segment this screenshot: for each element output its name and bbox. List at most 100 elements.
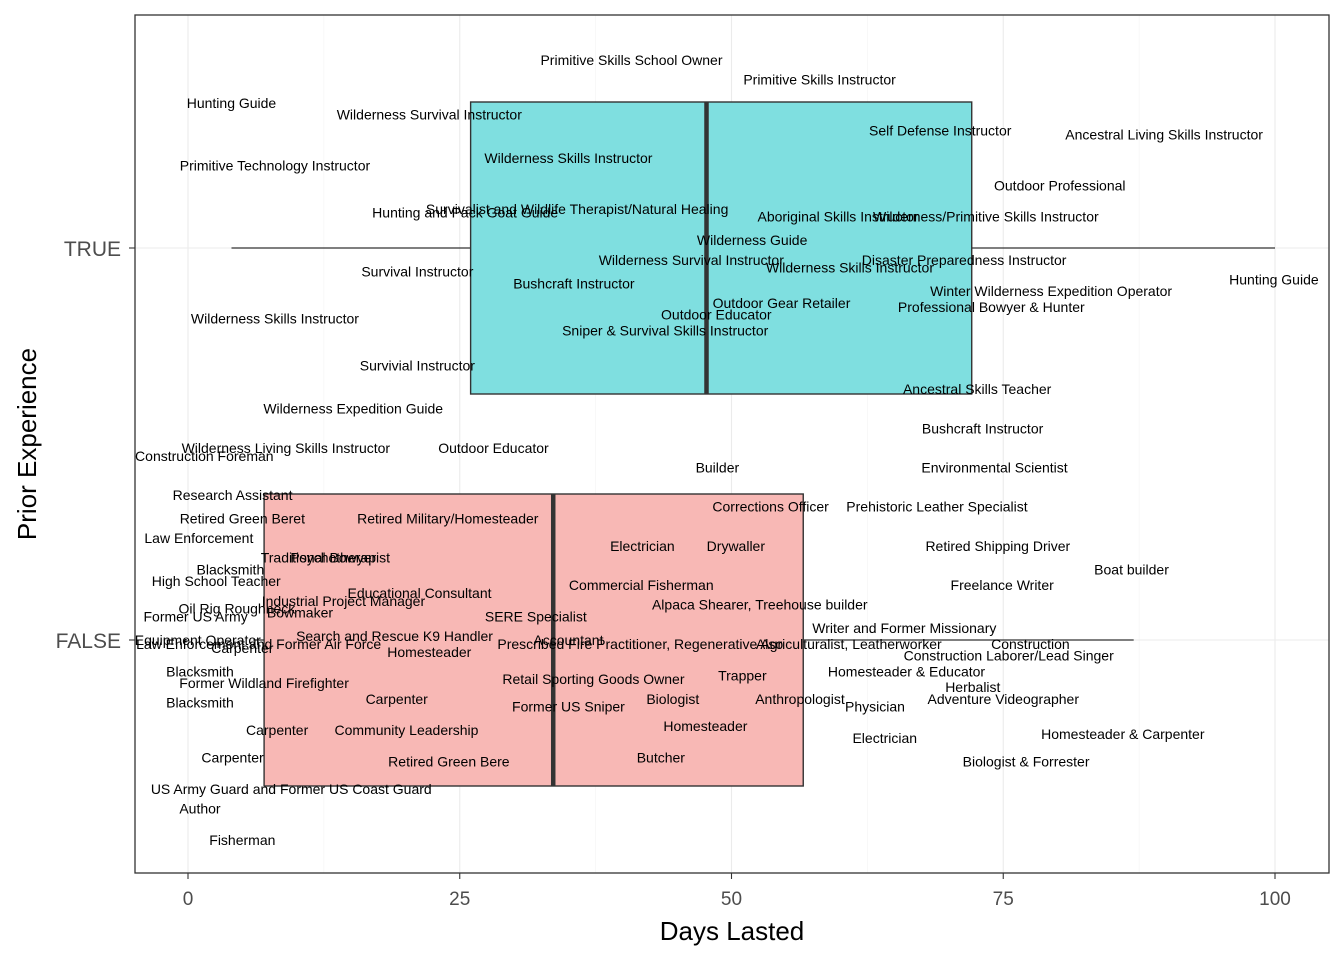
occupation-label: Research Assistant — [173, 487, 293, 503]
occupation-label: Trapper — [718, 667, 767, 683]
occupation-label: Retail Sporting Goods Owner — [502, 671, 684, 687]
occupation-label: Oil Rig Roughneck — [179, 601, 297, 617]
occupation-label: Accountant — [533, 632, 603, 648]
y-axis-ticks: FALSE TRUE — [56, 238, 135, 653]
occupation-label: Carpenter — [366, 691, 429, 707]
occupation-label: Bushcraft Instructor — [513, 275, 635, 291]
occupation-label: Boat builder — [1094, 561, 1169, 577]
occupation-label: Wilderness Expedition Guide — [263, 401, 443, 417]
occupation-label: Winter Wilderness Expedition Operator — [930, 283, 1172, 299]
occupation-label: Retired Green Beret — [180, 510, 305, 526]
occupation-label: Adventure Videographer — [927, 691, 1079, 707]
occupation-label: Search and Rescue K9 Handler — [296, 628, 493, 644]
occupation-label: Outdoor Gear Retailer — [713, 295, 851, 311]
occupation-label: Drywaller — [707, 538, 766, 554]
occupation-label: Survivial Instructor — [360, 358, 475, 374]
occupation-label: Builder — [696, 460, 740, 476]
occupation-label: Carpenter — [246, 722, 309, 738]
occupation-label: Wilderness Skills Instructor — [766, 260, 934, 276]
x-axis-ticks: 0 25 50 75 100 — [183, 873, 1291, 910]
occupation-label: Wilderness/Primitive Skills Instructor — [873, 209, 1099, 225]
x-tick-label: 75 — [993, 889, 1014, 910]
occupation-label: Sniper & Survival Skills Instructor — [562, 322, 769, 338]
y-axis-title: Prior Experience — [12, 348, 42, 540]
occupation-label: Outdoor Educator — [438, 440, 549, 456]
occupation-label: Primitive Skills School Owner — [540, 52, 722, 68]
occupation-label: Wilderness Skills Instructor — [191, 311, 359, 327]
occupation-label: Disaster Preparedness Instructor — [862, 252, 1067, 268]
occupation-label: Former US Sniper — [512, 699, 625, 715]
occupation-label: Physician — [845, 699, 905, 715]
occupation-label: Homesteader — [663, 718, 747, 734]
occupation-label: Self Defense Instructor — [869, 122, 1012, 138]
occupation-label: Also — [756, 636, 783, 652]
y-tick-label: TRUE — [64, 238, 121, 261]
occupation-label: Herbalist — [945, 679, 1000, 695]
occupation-label: Prehistoric Leather Specialist — [846, 499, 1027, 515]
occupation-label: Writer and Former Missionary — [812, 620, 996, 636]
occupation-label: Electrician — [852, 730, 917, 746]
occupation-label: Carpenter — [201, 750, 264, 766]
occupation-label: Blacksmith — [166, 663, 234, 679]
occupation-label: Blacksmith — [166, 695, 234, 711]
occupation-label: Hunting Guide — [187, 95, 277, 111]
occupation-label: Equipment Operator — [135, 632, 261, 648]
occupation-label: Ancestral Living Skills Instructor — [1065, 126, 1263, 142]
occupation-label: Commercial Fisherman — [569, 577, 714, 593]
x-tick-label: 100 — [1259, 889, 1291, 910]
occupation-label: High School Teacher — [152, 573, 281, 589]
x-axis-title: Days Lasted — [660, 916, 805, 946]
occupation-label: Construction — [991, 636, 1070, 652]
x-tick-label: 50 — [721, 889, 742, 910]
occupation-label: Construction Laborer/Lead Singer — [904, 648, 1114, 664]
occupation-label: Biologist — [646, 691, 699, 707]
occupation-label: Alpaca Shearer, Treehouse builder — [652, 597, 868, 613]
occupation-label: US Army Guard and Former US Coast Guard — [151, 781, 432, 797]
occupation-label: Former US Army — [143, 608, 247, 624]
occupation-label: SERE Specialist — [485, 608, 587, 624]
occupation-label: Aboriginal Skills Instructor — [757, 209, 918, 225]
occupation-label: Educational Consultant — [348, 585, 492, 601]
occupation-label: Anthropologist — [755, 691, 845, 707]
occupation-label: Traditional Bowyer — [261, 550, 377, 566]
box-iqr — [263, 493, 804, 787]
boxplot-false — [253, 493, 1134, 787]
occupation-label: Hunting and Pack Goat Guide — [372, 205, 558, 221]
occupation-label: Outdoor Professional — [994, 177, 1126, 193]
occupation-label: Blacksmith — [197, 561, 265, 577]
occupation-label: Author — [179, 801, 221, 817]
occupation-label: Fisherman — [209, 832, 275, 848]
occupation-label: Retired Green Bere — [388, 754, 510, 770]
occupation-label: Primitive Technology Instructor — [180, 158, 371, 174]
occupation-label: Wilderness Survival Instructor — [599, 252, 785, 268]
occupation-label: Outdoor Educator — [661, 307, 772, 323]
occupation-label: Hunting Guide — [1229, 271, 1319, 287]
occupation-label: Butcher — [637, 750, 686, 766]
occupation-label: Wilderness Skills Instructor — [484, 150, 652, 166]
box-iqr — [469, 101, 973, 395]
occupation-label: Electrician — [610, 538, 675, 554]
occupation-label: Wilderness Survival Instructor — [337, 107, 523, 123]
occupation-label: Community Leadership — [335, 722, 479, 738]
boxplot-true — [231, 101, 1275, 395]
occupation-label: Carpenter — [211, 640, 274, 656]
occupation-label: Primitive Skills Instructor — [743, 71, 896, 87]
occupation-label: Corrections Officer — [712, 499, 829, 515]
occupation-label: Ancestral Skills Teacher — [903, 381, 1052, 397]
x-tick-label: 25 — [449, 889, 470, 910]
occupation-label: Construction Foreman — [135, 448, 274, 464]
occupation-label: Homesteader & Carpenter — [1041, 726, 1205, 742]
occupation-label: Prescribed Fire Practitioner, Regenerati… — [497, 636, 942, 652]
occupation-label: Environmental Scientist — [921, 460, 1067, 476]
boxplots — [231, 101, 1275, 787]
occupation-label: Law Enforcement — [144, 530, 253, 546]
occupation-label: Homesteader — [387, 644, 471, 660]
occupation-label: Wilderness Living Skills Instructor — [182, 440, 391, 456]
occupation-label: Professional Bowyer & Hunter — [898, 299, 1085, 315]
occupation-label: Former Wildland Firefighter — [179, 675, 349, 691]
occupation-label: Homesteader & Educator — [828, 663, 986, 679]
y-tick-label: FALSE — [56, 630, 121, 653]
occupation-label: Retired Shipping Driver — [925, 538, 1070, 554]
occupation-label: Retired Military/Homesteader — [357, 510, 539, 526]
